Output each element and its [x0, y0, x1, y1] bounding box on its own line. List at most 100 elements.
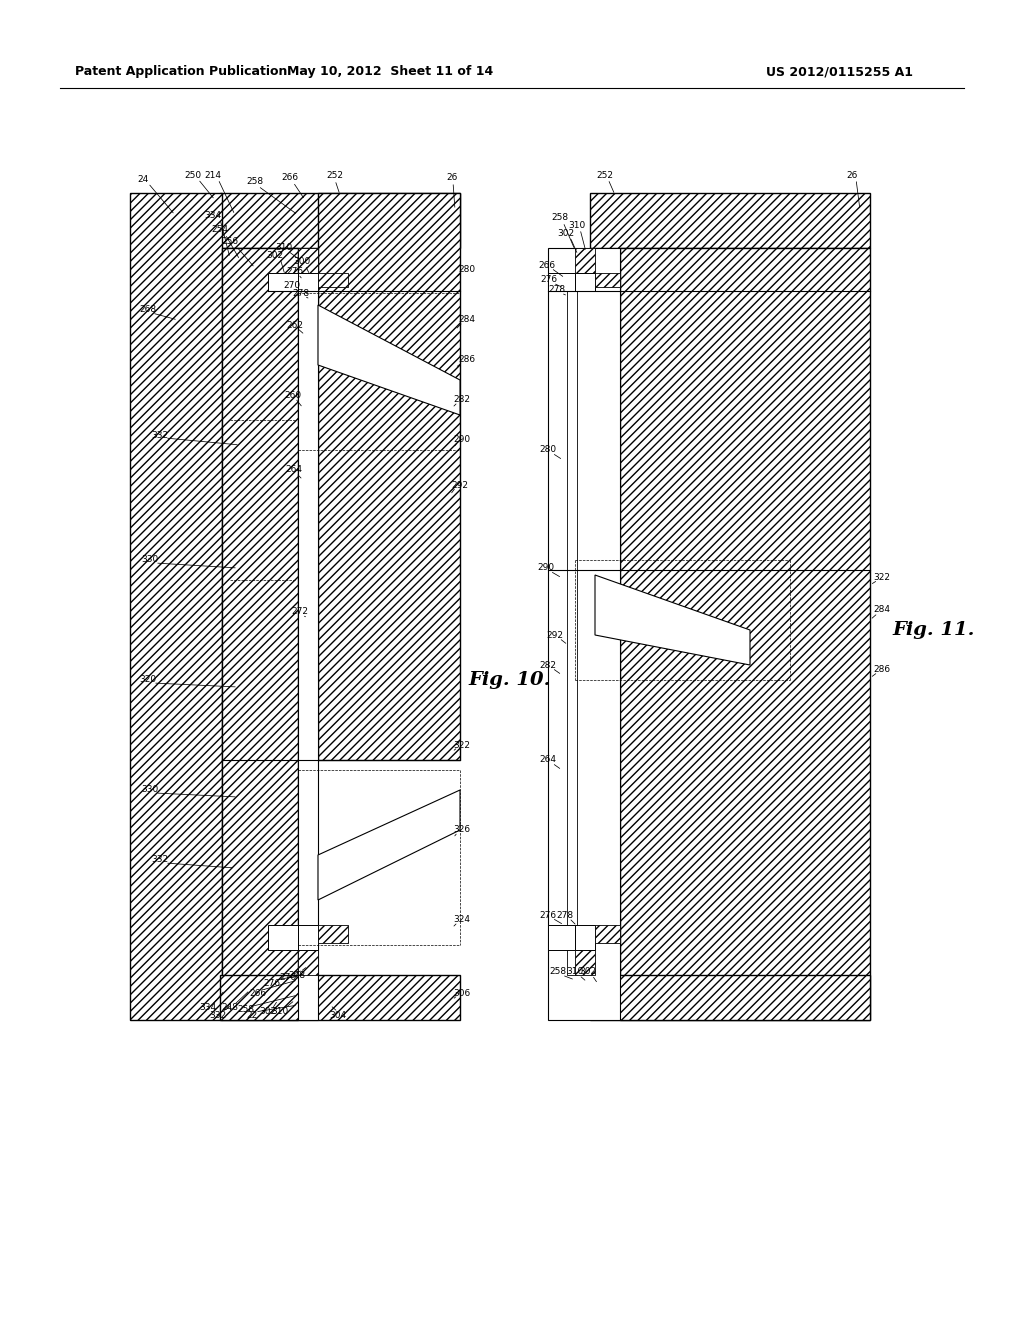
Text: 326: 326 — [454, 825, 471, 834]
Bar — [590, 193, 870, 248]
Text: 270: 270 — [280, 974, 297, 982]
Polygon shape — [318, 305, 460, 414]
Text: 276: 276 — [287, 268, 303, 276]
Text: 214: 214 — [205, 170, 221, 180]
Text: 276: 276 — [263, 978, 281, 987]
Bar — [620, 248, 870, 1020]
Text: 278: 278 — [289, 970, 305, 979]
Text: Fig. 10.: Fig. 10. — [468, 671, 550, 689]
Text: 330: 330 — [141, 785, 159, 795]
Text: 260: 260 — [285, 391, 301, 400]
Text: 310: 310 — [566, 968, 584, 977]
Bar — [548, 248, 620, 1020]
Text: 276: 276 — [540, 911, 557, 920]
Bar — [567, 290, 577, 975]
Text: 320: 320 — [139, 676, 157, 685]
Text: 266: 266 — [282, 173, 299, 182]
Text: May 10, 2012  Sheet 11 of 14: May 10, 2012 Sheet 11 of 14 — [287, 66, 494, 78]
Bar — [575, 925, 595, 950]
Text: 284: 284 — [873, 606, 891, 615]
Bar — [130, 193, 222, 1020]
Text: 264: 264 — [286, 466, 302, 474]
Bar — [298, 925, 318, 950]
Text: 290: 290 — [454, 436, 471, 445]
Text: 302: 302 — [580, 968, 597, 977]
Text: 256: 256 — [221, 238, 239, 247]
Text: Fig. 11.: Fig. 11. — [892, 620, 975, 639]
Text: 310: 310 — [275, 243, 293, 252]
Bar — [318, 193, 460, 760]
Text: 266: 266 — [539, 260, 556, 269]
Text: 276: 276 — [541, 276, 557, 285]
Bar — [318, 925, 348, 942]
Text: 278: 278 — [556, 911, 573, 920]
Text: 302: 302 — [266, 251, 284, 260]
Bar — [220, 193, 460, 248]
Text: 268: 268 — [139, 305, 157, 314]
Text: 324: 324 — [454, 916, 470, 924]
Text: 264: 264 — [540, 755, 556, 764]
Text: 292: 292 — [547, 631, 563, 639]
Bar — [298, 248, 318, 273]
Text: 278: 278 — [549, 285, 565, 294]
Bar — [268, 273, 298, 290]
Text: 262: 262 — [287, 321, 303, 330]
Text: 302: 302 — [557, 228, 574, 238]
Text: 282: 282 — [454, 396, 470, 404]
Text: 272: 272 — [292, 607, 308, 616]
Bar — [298, 273, 318, 290]
Text: 258: 258 — [550, 968, 566, 977]
Bar — [548, 273, 575, 290]
Text: 280: 280 — [540, 446, 557, 454]
Bar — [222, 248, 298, 1020]
Text: 306: 306 — [454, 989, 471, 998]
Bar — [298, 950, 318, 975]
Text: 258: 258 — [247, 177, 263, 186]
Polygon shape — [595, 576, 750, 665]
Text: 334: 334 — [205, 210, 221, 219]
Text: 310: 310 — [271, 1007, 289, 1016]
Text: 286: 286 — [873, 665, 891, 675]
Text: 300: 300 — [293, 257, 310, 267]
Text: 332: 332 — [152, 855, 169, 865]
Text: 266: 266 — [250, 989, 266, 998]
Text: 322: 322 — [873, 573, 891, 582]
Bar — [575, 248, 595, 273]
Text: 254: 254 — [212, 226, 228, 235]
Bar — [268, 925, 298, 950]
Text: 282: 282 — [540, 660, 556, 669]
Polygon shape — [318, 789, 460, 900]
Text: 24: 24 — [137, 176, 148, 185]
Text: 304: 304 — [330, 1011, 346, 1019]
Text: 332: 332 — [210, 1011, 226, 1019]
Bar — [575, 950, 595, 975]
Text: 330: 330 — [141, 556, 159, 565]
Text: 280: 280 — [459, 265, 475, 275]
Text: 26: 26 — [846, 170, 858, 180]
Text: 270: 270 — [284, 281, 301, 289]
Bar — [548, 925, 575, 950]
Text: 290: 290 — [538, 564, 555, 573]
Bar — [590, 975, 870, 1020]
Bar — [318, 273, 348, 286]
Text: 334: 334 — [200, 1003, 216, 1012]
Text: Patent Application Publication: Patent Application Publication — [75, 66, 288, 78]
Bar — [595, 925, 620, 942]
Bar — [298, 248, 318, 1020]
Bar — [220, 975, 460, 1020]
Text: 22: 22 — [247, 1011, 258, 1019]
Text: 310: 310 — [568, 220, 586, 230]
Text: 258: 258 — [552, 214, 568, 223]
Text: 252: 252 — [597, 170, 613, 180]
Text: 332: 332 — [152, 430, 169, 440]
Text: 284: 284 — [459, 315, 475, 325]
Text: 250: 250 — [184, 170, 202, 180]
Bar — [575, 273, 595, 290]
Text: 26: 26 — [446, 173, 458, 182]
Text: 278: 278 — [293, 289, 309, 297]
Bar — [595, 273, 620, 286]
Text: 252: 252 — [327, 170, 343, 180]
Text: 292: 292 — [452, 480, 469, 490]
Text: 286: 286 — [459, 355, 475, 364]
Text: 258: 258 — [238, 1006, 255, 1015]
